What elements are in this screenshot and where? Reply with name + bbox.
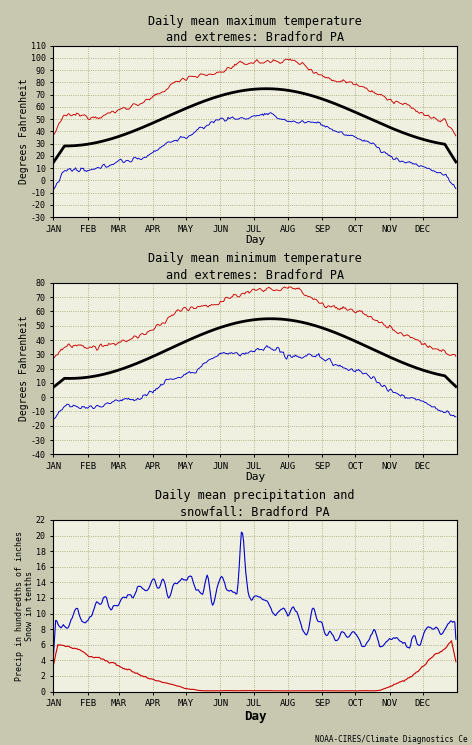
Y-axis label: Degrees Fahrenheit: Degrees Fahrenheit: [19, 78, 29, 184]
X-axis label: Day: Day: [245, 235, 265, 245]
Title: Daily mean maximum temperature
and extremes: Bradford PA: Daily mean maximum temperature and extre…: [148, 15, 362, 45]
X-axis label: Day: Day: [245, 472, 265, 482]
Title: Daily mean minimum temperature
and extremes: Bradford PA: Daily mean minimum temperature and extre…: [148, 252, 362, 282]
X-axis label: Day: Day: [244, 709, 267, 723]
Title: Daily mean precipitation and
snowfall: Bradford PA: Daily mean precipitation and snowfall: B…: [155, 489, 355, 519]
Y-axis label: Degrees Fahrenheit: Degrees Fahrenheit: [19, 316, 29, 422]
Y-axis label: Precip in hundredths of inches
Snow in tenths: Precip in hundredths of inches Snow in t…: [15, 530, 34, 681]
Text: NOAA-CIRES/Climate Diagnostics Ce: NOAA-CIRES/Climate Diagnostics Ce: [315, 735, 467, 744]
